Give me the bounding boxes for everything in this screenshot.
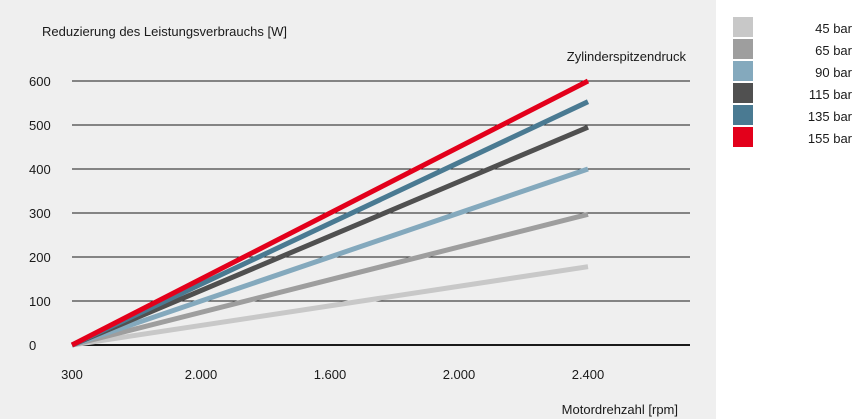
series-line-155-bar — [70, 78, 590, 348]
series-line-90-bar — [71, 166, 589, 348]
y-tick-label: 200 — [29, 250, 51, 265]
legend-item: 90 bar — [733, 59, 856, 81]
legend-label: 90 bar — [815, 65, 852, 80]
x-tick-label: 2.000 — [185, 367, 218, 382]
y-axis-title: Reduzierung des Leistungsverbrauchs [W] — [42, 24, 287, 39]
legend-item: 135 bar — [733, 103, 856, 125]
legend-swatch — [733, 17, 753, 37]
ticks: 0 100 200 300 400 500 600 300 2.000 1.600 2.000 2.4… — [29, 74, 604, 382]
legend-label: 45 bar — [815, 21, 852, 36]
y-tick-label: 300 — [29, 206, 51, 221]
x-tick-label: 300 — [61, 367, 83, 382]
y-tick-label: 600 — [29, 74, 51, 89]
legend-item: 155 bar — [733, 125, 856, 147]
y-tick-label: 100 — [29, 294, 51, 309]
legend-item: 65 bar — [733, 37, 856, 59]
legend-swatch — [733, 61, 753, 81]
series-line-115-bar — [71, 124, 589, 348]
y-tick-label: 0 — [29, 338, 36, 353]
x-axis-title: Motordrehzahl [rpm] — [562, 402, 678, 417]
legend-item: 115 bar — [733, 81, 856, 103]
legend-swatch — [733, 127, 753, 147]
y-tick-label: 500 — [29, 118, 51, 133]
x-tick-label: 2.000 — [443, 367, 476, 382]
legend-label: 155 bar — [807, 131, 852, 146]
series-line-135-bar — [70, 99, 590, 348]
line-chart: Reduzierung des Leistungsverbrauchs [W] … — [29, 24, 690, 417]
chart-panel: Reduzierung des Leistungsverbrauchs [W] … — [0, 0, 716, 419]
legend-label: 135 bar — [807, 109, 852, 124]
legend-swatch — [733, 83, 753, 103]
legend-label: 65 bar — [815, 43, 852, 58]
x-tick-label: 1.600 — [314, 367, 347, 382]
series-line-45-bar — [71, 264, 589, 348]
legend-item: 45 bar — [733, 15, 856, 37]
legend-title: Zylinderspitzendruck — [567, 49, 687, 64]
legend-label: 115 bar — [808, 87, 852, 102]
legend: 45 bar 65 bar 90 bar 115 bar 135 bar 155 bar — [733, 15, 856, 147]
legend-swatch — [733, 39, 753, 59]
series-line-65-bar — [71, 211, 589, 348]
legend-swatch — [733, 105, 753, 125]
x-tick-label: 2.400 — [572, 367, 605, 382]
y-tick-label: 400 — [29, 162, 51, 177]
series — [70, 78, 590, 348]
